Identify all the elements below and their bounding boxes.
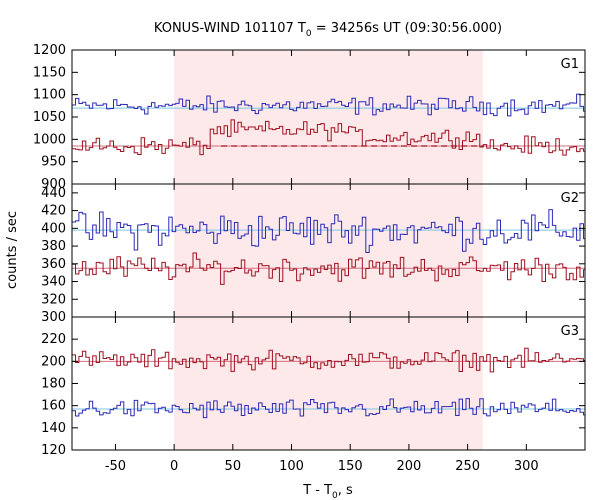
y-tick-label: 1000 [33, 132, 66, 147]
x-tick-label: 100 [279, 459, 304, 474]
highlight-band [174, 50, 483, 450]
chart-title-subscript: 0 [306, 29, 312, 39]
y-tick-label: 200 [41, 354, 66, 369]
y-tick-label: 360 [41, 257, 66, 272]
y-tick-label: 160 [41, 399, 66, 414]
y-tick-label: 220 [41, 332, 66, 347]
y-tick-label: 400 [41, 221, 66, 236]
series-line [72, 119, 585, 156]
x-axis-label: T - T0, s [302, 483, 353, 500]
x-tick-label: 0 [170, 459, 178, 474]
y-tick-label: 340 [41, 275, 66, 290]
chart-title: KONUS-WIND 101107 T0 = 34256s UT (09:30:… [154, 21, 502, 39]
panel-label: G3 [561, 324, 579, 339]
y-tick-label: 420 [41, 204, 66, 219]
x-tick-label: 200 [396, 459, 421, 474]
y-tick-label: 950 [41, 155, 66, 170]
series-line [72, 347, 585, 373]
x-tick-label: -50 [105, 459, 126, 474]
y-tick-label: 1050 [33, 110, 66, 125]
y-axis-label: counts / sec [5, 211, 20, 289]
series-line [72, 209, 585, 253]
y-tick-label: 440 [41, 186, 66, 201]
y-tick-label: 320 [41, 292, 66, 307]
plot-layer: 90095010001050110011501200G1300320340360… [33, 43, 586, 474]
x-tick-label: 250 [455, 459, 480, 474]
x-tick-label: 50 [225, 459, 242, 474]
y-tick-label: 380 [41, 239, 66, 254]
y-tick-label: 300 [41, 310, 66, 325]
y-tick-label: 900 [41, 177, 66, 192]
series-line [72, 93, 585, 117]
x-tick-label: 150 [338, 459, 363, 474]
x-axis-label-rest: , s [338, 483, 353, 498]
x-axis-label-main: T - T [302, 483, 332, 498]
chart-title-main: KONUS-WIND 101107 T [154, 21, 306, 36]
y-tick-label: 1100 [33, 88, 66, 103]
panel-label: G1 [561, 57, 579, 72]
x-tick-label: 300 [514, 459, 539, 474]
y-tick-label: 120 [41, 443, 66, 458]
series-line [72, 398, 585, 419]
panel-label: G2 [561, 191, 579, 206]
series-line [72, 252, 585, 285]
y-tick-label: 140 [41, 421, 66, 436]
chart-title-rest: = 34256s UT (09:30:56.000) [312, 21, 502, 36]
y-tick-label: 180 [41, 377, 66, 392]
y-tick-label: 1200 [33, 43, 66, 58]
y-tick-label: 1150 [33, 65, 66, 80]
x-axis-label-subscript: 0 [332, 491, 338, 500]
